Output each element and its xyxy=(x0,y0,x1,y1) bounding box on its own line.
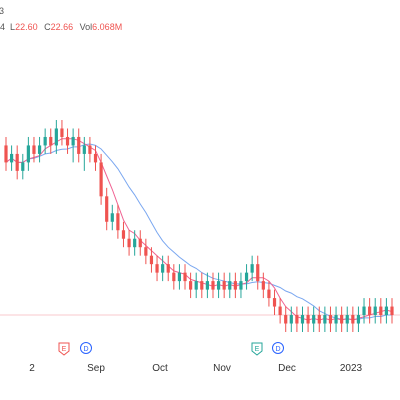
ohlc-vol-value: 6.068M xyxy=(92,22,123,32)
candle-body xyxy=(233,281,237,290)
candle-body xyxy=(21,162,25,171)
x-tick-label: Nov xyxy=(213,363,231,374)
ohlc-close-key: C xyxy=(44,22,51,32)
candle-body xyxy=(49,136,53,146)
candle-body xyxy=(278,306,282,316)
candle-body xyxy=(82,145,86,154)
event-marker-earnings[interactable] xyxy=(251,342,263,356)
candle-body xyxy=(284,315,288,324)
candle-body xyxy=(77,136,81,154)
event-marker-dividend[interactable] xyxy=(272,342,284,354)
candle-body xyxy=(144,247,148,256)
candle-body xyxy=(93,153,98,163)
event-marker-letter: E xyxy=(255,346,260,353)
x-tick-label: 2 xyxy=(29,363,35,374)
candle-body xyxy=(256,264,260,282)
ma-fast-line xyxy=(5,138,393,321)
ohlc-low-value: 22.60 xyxy=(15,22,38,32)
candle-body xyxy=(216,281,221,290)
candle-body xyxy=(328,315,333,324)
candle-body xyxy=(26,145,30,163)
candle-body xyxy=(110,213,114,222)
event-marker-letter: D xyxy=(83,346,88,353)
candle-body xyxy=(390,306,394,316)
candle-body xyxy=(272,298,277,307)
candle-body xyxy=(105,196,109,222)
candle-body xyxy=(166,264,170,273)
candle-body xyxy=(261,281,265,290)
candle-body xyxy=(384,306,389,316)
candle-body xyxy=(362,306,366,316)
candle-body xyxy=(65,136,70,146)
candle-body xyxy=(323,315,327,324)
candle-body xyxy=(351,315,355,324)
candle-body xyxy=(340,315,344,324)
candle-body xyxy=(37,145,42,154)
candle-body xyxy=(250,264,254,273)
candle-body xyxy=(172,272,176,282)
ohlc-close-value: 22.66 xyxy=(50,22,74,32)
candle-body xyxy=(312,315,316,324)
candle-body xyxy=(244,272,249,282)
candle-body xyxy=(155,264,159,273)
candle-body xyxy=(373,306,377,316)
event-marker-letter: E xyxy=(62,346,67,353)
candle-body xyxy=(116,213,120,231)
candle-body xyxy=(133,238,137,248)
candle-body xyxy=(222,281,226,290)
candle-body xyxy=(306,315,310,324)
candle-body xyxy=(149,255,154,265)
candle-body xyxy=(71,136,75,146)
event-marker-dividend[interactable] xyxy=(80,342,92,354)
ohlc-vol-key: Vol xyxy=(79,22,93,32)
candle-body xyxy=(54,128,58,146)
candle-body xyxy=(205,281,209,290)
candle-body xyxy=(200,281,204,290)
candle-body xyxy=(9,153,14,163)
x-tick-label: Sep xyxy=(87,363,105,374)
candle-body xyxy=(138,238,142,248)
candle-body xyxy=(228,281,232,290)
candle-body xyxy=(239,281,243,290)
ohlc-readout: 4 L22.60 C22.66 Vol6.068M xyxy=(0,22,126,32)
header-fragment-top: 3 xyxy=(0,6,5,16)
candle-body xyxy=(43,136,47,146)
candle-body xyxy=(161,264,165,273)
candle-body xyxy=(127,238,131,248)
candle-body xyxy=(194,281,198,290)
x-tick-label: 2023 xyxy=(340,363,363,374)
event-marker-letter: D xyxy=(275,346,280,353)
candle-body xyxy=(99,162,103,197)
candle-body xyxy=(300,315,305,324)
candle-body xyxy=(295,315,299,324)
candle-body xyxy=(379,306,383,316)
candle-body xyxy=(4,145,8,163)
x-tick-label: Dec xyxy=(278,363,296,374)
candle-body xyxy=(211,281,215,290)
candle-body xyxy=(32,145,36,154)
candle-body xyxy=(183,272,187,282)
candle-body xyxy=(334,315,338,324)
candle-body xyxy=(15,153,19,171)
candle-body xyxy=(368,306,372,316)
candle-body xyxy=(189,281,193,290)
candle-body xyxy=(317,315,321,324)
ma-slow-line xyxy=(5,143,392,320)
candle-body xyxy=(289,315,293,324)
candle-body xyxy=(60,128,64,137)
candle-body xyxy=(356,315,361,324)
candle-body xyxy=(177,272,182,282)
candle-body xyxy=(345,315,349,324)
event-marker-earnings[interactable] xyxy=(58,342,70,356)
ohlc-cut-fragment: 4 xyxy=(0,22,6,32)
candle-body xyxy=(267,289,271,299)
x-tick-label: Oct xyxy=(152,363,168,374)
ohlc-low-key: L xyxy=(10,22,16,32)
candle-body xyxy=(121,230,126,239)
candle-body xyxy=(88,145,92,154)
